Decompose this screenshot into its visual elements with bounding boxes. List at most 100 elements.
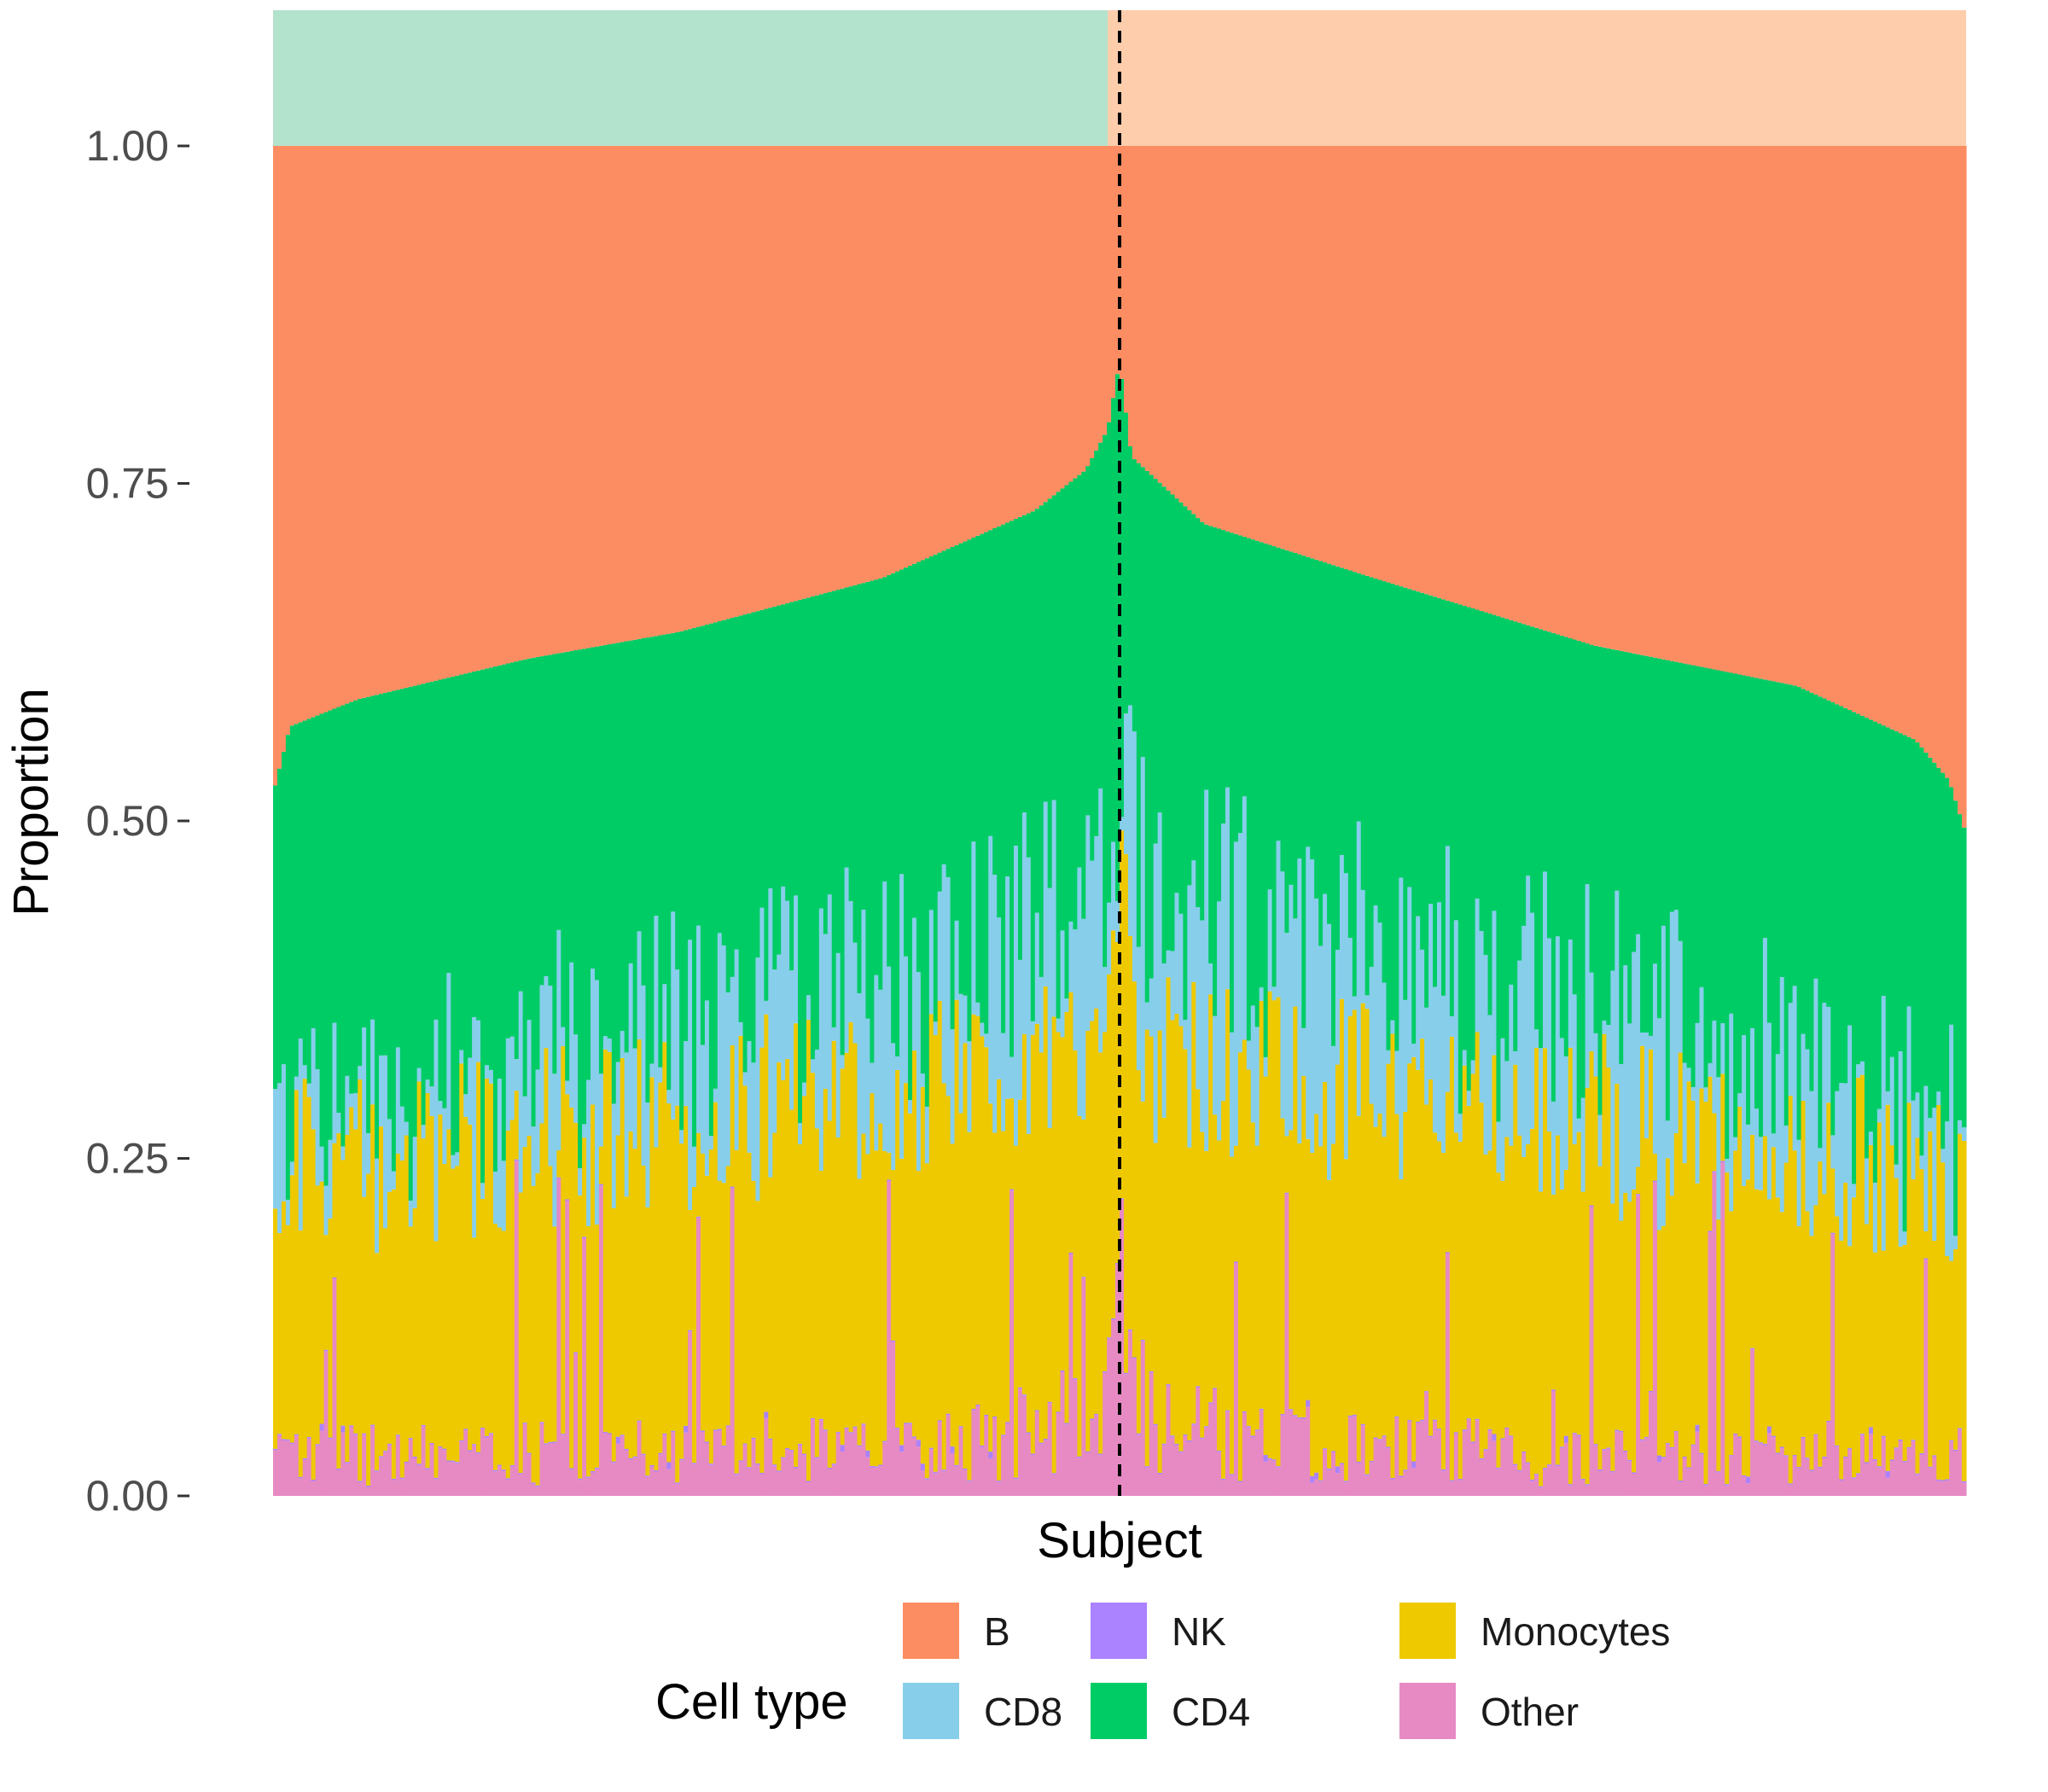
bar-segment-nk [1373,1437,1379,1440]
bar-segment-nk [831,1463,837,1465]
bar-segment-nk [1085,1452,1091,1453]
bar-segment-cd4 [1602,647,1607,1021]
bar-segment-nk [1496,1467,1501,1469]
bar-segment-other [1746,1483,1751,1496]
bar-segment-cd4 [1703,667,1709,1088]
bar-segment-other [1149,1372,1155,1496]
bar-segment-cd8 [1958,1120,1963,1134]
bar-segment-other [1276,1467,1282,1496]
bar-segment-b [1708,146,1713,669]
bar-segment-b [1860,146,1865,716]
bar-segment-nk [904,1423,909,1425]
bar-segment-monocytes [565,1094,570,1200]
bar-segment-other [794,1468,799,1496]
bar-segment-other [759,1474,765,1496]
bar-segment-other [1593,1445,1599,1496]
legend-item-cd4: CD4 [1091,1683,1250,1739]
bar-segment-nk [1144,1466,1150,1468]
bar-segment-nk [1792,1455,1798,1457]
bar-segment-cd8 [742,1072,748,1086]
bar-segment-other [1551,1391,1556,1496]
bar-segment-cd8 [1805,1049,1811,1212]
bar-segment-nk [1597,1469,1603,1471]
bar-segment-cd4 [933,554,939,1022]
bar-segment-cd4 [624,641,630,1053]
bar-segment-b [1945,146,1950,778]
bar-segment-other [1335,1473,1341,1496]
bar-segment-cd8 [654,916,659,1148]
bar-segment-cd8 [302,1065,308,1079]
bar-segment-other [980,1446,985,1496]
bar-segment-nk [1928,1466,1933,1469]
bar-segment-nk [1051,1473,1057,1475]
bar-segment-b [1403,146,1408,588]
bar-segment-nk [870,1465,875,1468]
bar-segment-cd8 [1047,887,1053,1128]
bar-segment-monocytes [611,1207,617,1462]
bar-segment-other [1056,1413,1062,1496]
bar-segment-cd4 [1229,532,1235,1033]
bar-segment-nk [1902,1461,1908,1463]
bar-segment-nk [1453,1432,1459,1434]
bar-segment-cd8 [285,1199,291,1225]
bar-segment-b [1166,146,1172,491]
bar-segment-cd8 [1703,1087,1709,1103]
bar-segment-nk [1369,1460,1375,1463]
bar-segment-b [1043,146,1049,503]
bar-segment-other [1289,1410,1294,1496]
bar-segment-nk [1111,1318,1116,1320]
bar-segment-cd8 [556,929,561,1151]
bar-segment-nk [1331,1451,1336,1452]
bar-segment-monocytes [425,1093,431,1469]
bar-segment-nk [539,1422,545,1423]
bar-segment-other [472,1445,477,1496]
bar-segment-cd4 [1940,772,1946,1149]
bar-segment-monocytes [615,1135,621,1437]
bar-segment-cd8 [975,1002,980,1016]
bar-segment-cd4 [1716,670,1721,1078]
bar-segment-nk [1860,1434,1865,1435]
bar-segment-nk [1788,1483,1794,1485]
bar-segment-monocytes [412,1207,418,1457]
bar-segment-nk [1208,1402,1213,1404]
bar-segment-b [1034,146,1040,509]
bar-segment-cd8 [882,881,887,1151]
bar-segment-other [1733,1434,1738,1496]
bar-segment-monocytes [1111,930,1116,1318]
bar-segment-b [425,146,431,684]
bar-segment-monocytes [920,1086,926,1464]
bar-segment-monocytes [408,1226,414,1439]
bar-segment-cd4 [708,623,714,1137]
bar-segment-monocytes [281,1201,287,1440]
bar-segment-monocytes [954,999,960,1465]
bar-segment-nk [751,1437,757,1440]
bar-segment-monocytes [1051,1016,1057,1474]
bar-segment-b [1440,146,1446,600]
bar-segment-cd4 [759,609,765,908]
bar-segment-cd4 [730,618,736,977]
bar-segment-monocytes [1690,1100,1696,1445]
bar-segment-b [1331,146,1336,566]
bar-segment-other [379,1457,384,1496]
bar-segment-other [569,1469,574,1496]
bar-segment-nk [1161,1443,1167,1446]
bar-segment-b [1090,146,1095,458]
bar-segment-other [1758,1443,1764,1496]
bar-segment-cd8 [1085,815,1091,1031]
bar-segment-cd4 [591,647,596,969]
bar-segment-monocytes [1958,1133,1963,1428]
bar-segment-monocytes [891,1170,896,1341]
bar-segment-cd8 [861,910,866,1134]
bar-segment-other [366,1487,371,1496]
bar-segment-cd4 [1026,513,1032,858]
bar-segment-cd8 [1826,1006,1831,1103]
bar-segment-monocytes [1673,1132,1679,1432]
bar-segment-b [548,146,553,655]
bar-segment-b [573,146,579,651]
bar-segment-other [954,1466,960,1496]
bar-segment-nk [1915,1473,1921,1475]
bar-segment-b [975,146,980,536]
bar-segment-b [1339,146,1345,568]
bar-segment-cd8 [1470,1060,1476,1074]
bar-segment-other [561,1434,566,1496]
